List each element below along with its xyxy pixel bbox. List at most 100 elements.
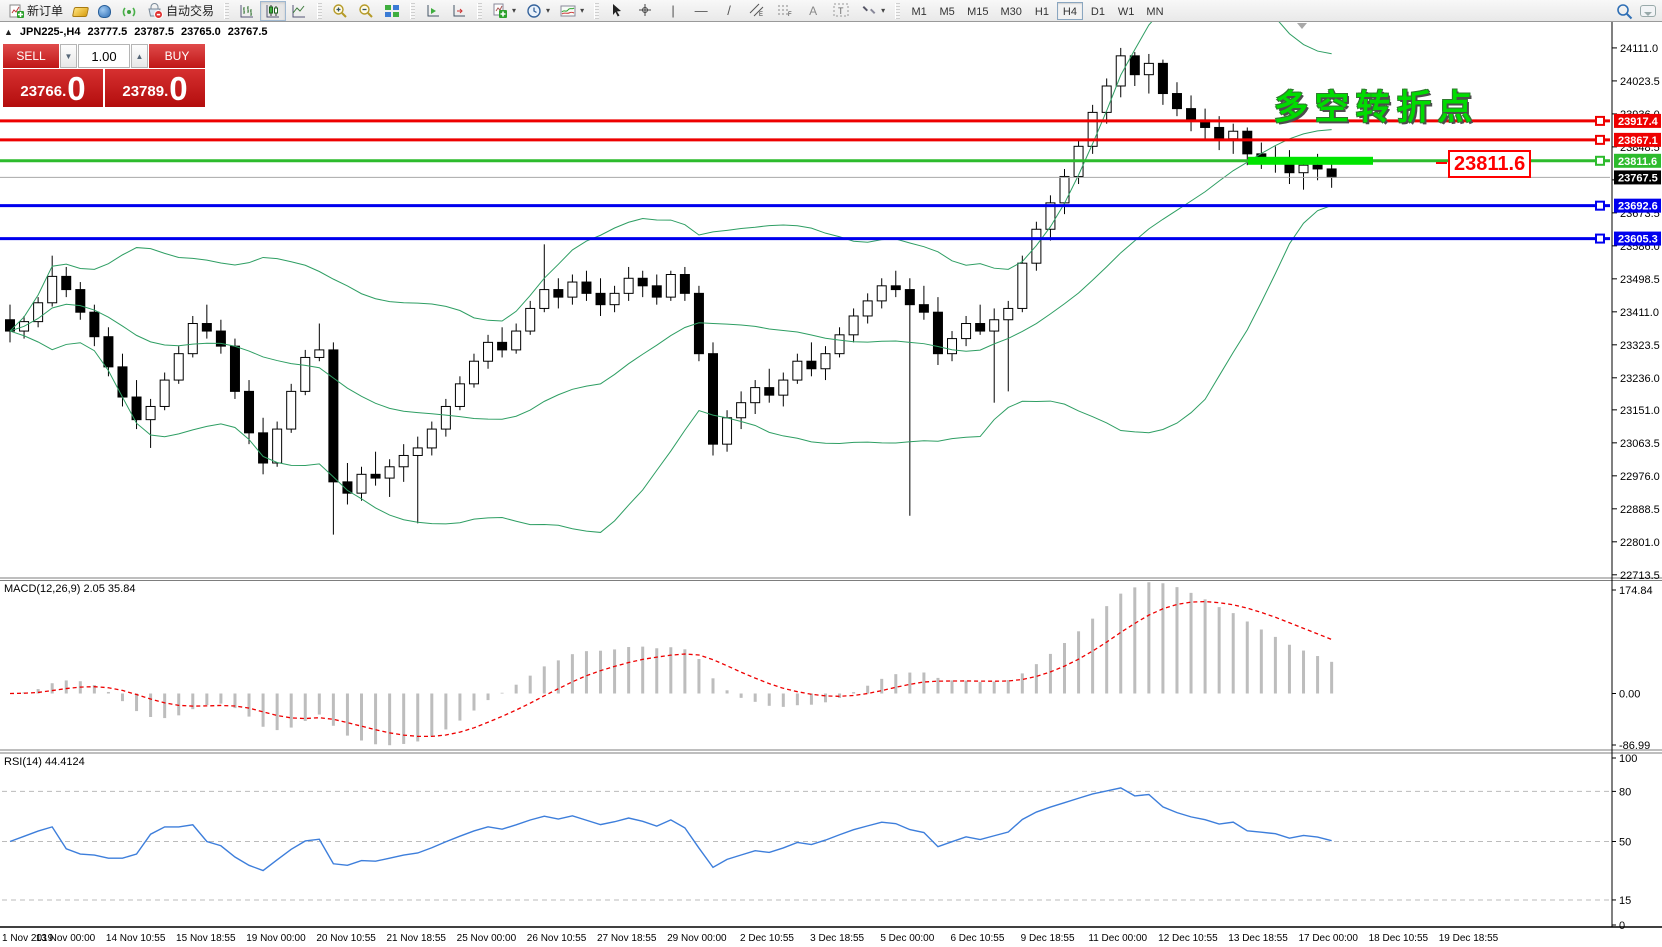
candle bbox=[47, 275, 58, 304]
buy-price-main: 23789 bbox=[122, 83, 165, 100]
candle bbox=[581, 281, 592, 294]
level-line-23692.6[interactable] bbox=[0, 200, 1610, 211]
symbol-name: JPN225-,H4 bbox=[19, 26, 81, 38]
signals-icon bbox=[121, 3, 137, 19]
buy-price-sep: . bbox=[164, 83, 169, 100]
trendline-tool-button[interactable]: / bbox=[716, 1, 742, 21]
sell-price-button[interactable]: 23766 . 0 bbox=[3, 69, 103, 107]
fibonacci-tool-button[interactable]: F bbox=[772, 1, 798, 21]
candle bbox=[244, 390, 255, 434]
collapse-panel-icon[interactable]: ▲ bbox=[4, 27, 13, 37]
bollinger-bands bbox=[9, 22, 1332, 533]
timeframe-d1[interactable]: D1 bbox=[1090, 5, 1105, 18]
svg-text:24111.0: 24111.0 bbox=[1620, 43, 1658, 55]
svg-text:21 Nov 18:55: 21 Nov 18:55 bbox=[387, 933, 447, 944]
periods-button[interactable]: ▾ bbox=[521, 1, 555, 21]
buy-price-button[interactable]: 23789 . 0 bbox=[105, 69, 205, 107]
gold-icon bbox=[71, 7, 90, 17]
timeframe-w1[interactable]: W1 bbox=[1117, 5, 1135, 18]
candle bbox=[145, 405, 156, 421]
new-chart-button[interactable]: ▾ bbox=[487, 1, 521, 21]
level-line-23917.4[interactable] bbox=[0, 115, 1610, 126]
candle bbox=[1017, 262, 1028, 309]
candle bbox=[1228, 130, 1239, 140]
volume-increase-button[interactable]: ▲ bbox=[131, 44, 148, 68]
panel-frames bbox=[0, 22, 1662, 928]
svg-text:23498.5: 23498.5 bbox=[1620, 274, 1660, 286]
candle bbox=[258, 432, 269, 464]
ohlc-open: 23777.5 bbox=[87, 26, 128, 38]
text-label-tool-button[interactable]: T bbox=[828, 1, 854, 21]
candle bbox=[637, 277, 648, 287]
chart-shift-button[interactable] bbox=[446, 1, 472, 21]
vertical-line-tool-button[interactable]: | bbox=[660, 1, 686, 21]
zoom-out-button[interactable] bbox=[353, 1, 379, 21]
timeframe-m5[interactable]: M5 bbox=[939, 5, 955, 18]
cursor-tool-button[interactable] bbox=[604, 1, 630, 21]
candlestick-chart-button[interactable] bbox=[260, 0, 287, 21]
arrows-tool-button[interactable]: ▾ bbox=[856, 1, 890, 21]
bar-chart-button[interactable] bbox=[234, 1, 260, 21]
new-order-button[interactable]: 新订单 bbox=[3, 1, 68, 21]
rsi-label: RSI(14) 44.4124 bbox=[4, 756, 85, 768]
level-line-23605.3[interactable] bbox=[0, 233, 1610, 244]
signals-button[interactable] bbox=[116, 1, 142, 21]
fibonacci-icon: F bbox=[777, 3, 793, 19]
zoom-in-button[interactable] bbox=[327, 1, 353, 21]
candle bbox=[961, 323, 972, 340]
chart-canvas[interactable]: 24111.024023.523936.023848.523761.023673… bbox=[0, 22, 1662, 947]
candle bbox=[356, 473, 367, 494]
timeframe-h4[interactable]: H4 bbox=[1056, 1, 1083, 20]
ohlc-high: 23787.5 bbox=[134, 26, 174, 38]
candle bbox=[229, 345, 240, 392]
volume-decrease-button[interactable]: ▼ bbox=[60, 44, 77, 68]
indicators-button[interactable]: ▾ bbox=[555, 1, 589, 21]
timeframe-m30[interactable]: M30 bbox=[1000, 5, 1022, 18]
volume-input[interactable] bbox=[78, 44, 130, 68]
candle bbox=[187, 323, 198, 355]
candle bbox=[342, 481, 353, 494]
crosshair-tool-button[interactable] bbox=[632, 1, 658, 21]
sell-button[interactable]: SELL bbox=[3, 44, 59, 68]
svg-text:80: 80 bbox=[1619, 786, 1631, 798]
candle bbox=[1129, 55, 1140, 76]
svg-text:25 Nov 00:00: 25 Nov 00:00 bbox=[457, 933, 517, 944]
line-chart-button[interactable] bbox=[286, 1, 312, 21]
svg-text:29 Nov 00:00: 29 Nov 00:00 bbox=[667, 933, 727, 944]
community-button[interactable] bbox=[93, 1, 116, 21]
auto-scroll-button[interactable] bbox=[420, 1, 446, 21]
timeframe-h1[interactable]: H1 bbox=[1034, 5, 1049, 18]
auto-trading-icon bbox=[147, 2, 164, 19]
gold-button[interactable] bbox=[68, 1, 93, 21]
auto-trading-button[interactable]: 自动交易 bbox=[142, 1, 219, 21]
svg-text:T: T bbox=[838, 6, 844, 16]
horizontal-line-tool-button[interactable]: — bbox=[688, 1, 714, 21]
search-icon[interactable] bbox=[1616, 3, 1633, 20]
candle bbox=[665, 274, 676, 298]
channel-tool-button[interactable]: E bbox=[744, 1, 770, 21]
tile-windows-button[interactable] bbox=[379, 1, 405, 21]
timeframe-m1[interactable]: M1 bbox=[911, 5, 927, 18]
chart-shift-marker[interactable] bbox=[1297, 23, 1307, 29]
level-line-23867.1[interactable] bbox=[0, 134, 1610, 145]
buy-button[interactable]: BUY bbox=[149, 44, 205, 68]
timeframe-mn[interactable]: MN bbox=[1146, 5, 1164, 18]
highlight-segment[interactable] bbox=[1248, 156, 1373, 165]
turning-point-annotation[interactable]: 多空转折点 bbox=[1274, 89, 1479, 127]
toolbar-grip bbox=[895, 2, 901, 19]
svg-text:22713.5: 22713.5 bbox=[1620, 570, 1660, 582]
chat-icon[interactable] bbox=[1640, 5, 1656, 17]
zoom-out-icon bbox=[358, 3, 374, 19]
candle bbox=[33, 302, 44, 323]
svg-text:6 Dec 10:55: 6 Dec 10:55 bbox=[950, 933, 1004, 944]
candle bbox=[215, 330, 226, 347]
timeframe-m15[interactable]: M15 bbox=[967, 5, 989, 18]
crosshair-icon bbox=[637, 3, 653, 19]
candle bbox=[820, 353, 831, 370]
text-tool-button[interactable]: A bbox=[800, 1, 826, 21]
candle bbox=[595, 292, 606, 306]
price-tag-label[interactable]: 23811.6 bbox=[1448, 150, 1532, 178]
svg-text:19 Dec 18:55: 19 Dec 18:55 bbox=[1439, 933, 1499, 944]
sell-price-main: 23766 bbox=[20, 83, 63, 100]
